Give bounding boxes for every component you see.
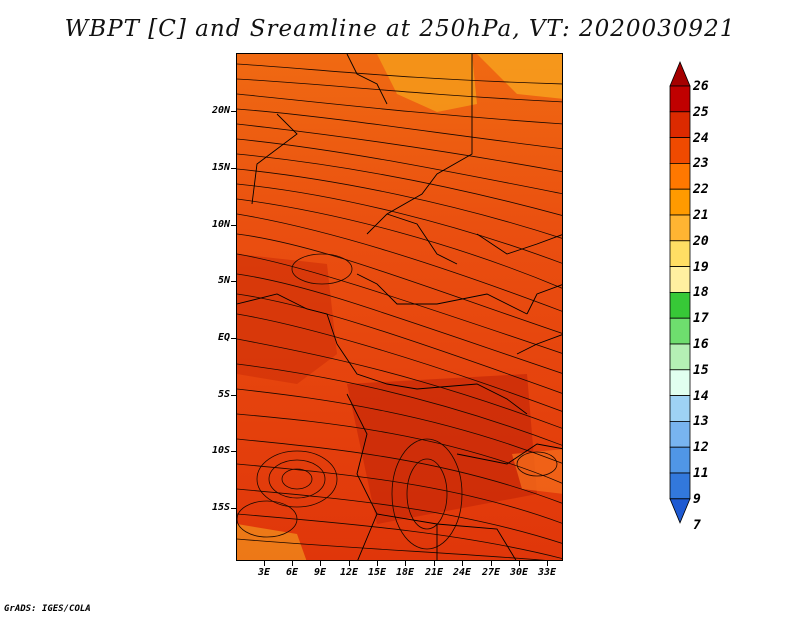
colorbar-label: 23 [693,156,709,172]
lon-label: 33E [537,567,557,578]
warm-patch-west [237,254,337,384]
colorbar-label: 26 [693,79,709,94]
lon-label: 15E [367,567,387,578]
colorbar-swatch [669,395,691,422]
lat-tick [231,225,236,226]
colorbar-label: 22 [693,182,709,198]
colorbar-swatch [669,111,691,138]
colorbar-label: 17 [693,311,709,327]
colorbar-swatch [669,291,691,319]
colorbar [669,60,691,524]
footer-credit: GrADS: IGES/COLA [4,604,91,614]
lon-label: 6E [285,567,299,578]
colorbar-arrow-bottom [669,498,691,524]
lat-label: 10N [211,219,230,230]
colorbar-swatch [669,266,691,293]
colorbar-label: 11 [693,466,709,481]
colorbar-label: 18 [693,285,709,301]
colorbar-label: 20 [693,233,709,249]
colorbar-swatch [669,446,691,474]
colorbar-label: 14 [693,388,709,404]
lat-label: 5N [217,275,230,286]
colorbar-swatch [669,317,691,345]
colorbar-swatch [669,163,691,190]
colorbar-label: 7 [693,517,701,533]
cool-patch-east [512,449,562,494]
lon-label: 3E [257,567,271,578]
cool-patch-north [377,54,477,112]
lon-tick [519,561,520,566]
lon-label: 27E [481,567,501,578]
lat-tick [231,111,236,112]
warm-patch-central [347,374,537,524]
lon-tick [462,561,463,566]
lon-tick [405,561,406,566]
lon-tick [292,561,293,566]
colorbar-swatch [669,85,691,113]
colorbar-swatch [669,137,691,164]
map-svg [237,54,562,560]
lon-label: 12E [339,567,359,578]
lon-tick [434,561,435,566]
lat-tick [231,281,236,282]
lat-label: 15N [211,162,230,173]
chart-title: WBPT [C] and Sreamline at 250hPa, VT: 20… [64,16,736,42]
lon-tick [491,561,492,566]
lon-label: 24E [452,567,472,578]
lon-tick [349,561,350,566]
colorbar-swatch [669,240,691,268]
map-plot [236,53,563,561]
lat-tick [231,168,236,169]
lat-label: 20N [211,105,230,116]
lon-tick [377,561,378,566]
colorbar-label: 9 [693,491,701,507]
colorbar-label: 25 [693,104,709,120]
colorbar-arrow-top [669,60,691,87]
colorbar-swatch [669,188,691,216]
colorbar-swatch [669,369,691,396]
lat-label: 10S [211,445,230,456]
colorbar-label: 24 [693,130,709,146]
lat-label: 15S [211,502,230,513]
lat-tick [231,451,236,452]
colorbar-swatch [669,343,691,371]
lat-tick [231,395,236,396]
lat-tick [231,338,236,339]
lon-tick [547,561,548,566]
streamlines [237,63,562,560]
lat-label: 5S [217,389,230,400]
colorbar-label: 16 [693,337,709,352]
colorbar-swatch [669,214,691,242]
colorbar-swatch [669,472,691,500]
colorbar-swatch [669,420,691,448]
colorbar-label: 12 [693,440,709,456]
lon-label: 21E [424,567,444,578]
lon-label: 9E [313,567,327,578]
colorbar-label: 19 [693,259,709,275]
colorbar-label: 15 [693,362,709,378]
colorbar-label: 13 [693,414,709,430]
cool-patch-northeast [477,54,562,99]
country-borders [237,54,562,560]
lon-tick [320,561,321,566]
lat-label: EQ [217,332,230,343]
lat-tick [231,508,236,509]
lon-tick [264,561,265,566]
lon-label: 18E [395,567,415,578]
lon-label: 30E [509,567,529,578]
colorbar-label: 21 [693,208,709,223]
